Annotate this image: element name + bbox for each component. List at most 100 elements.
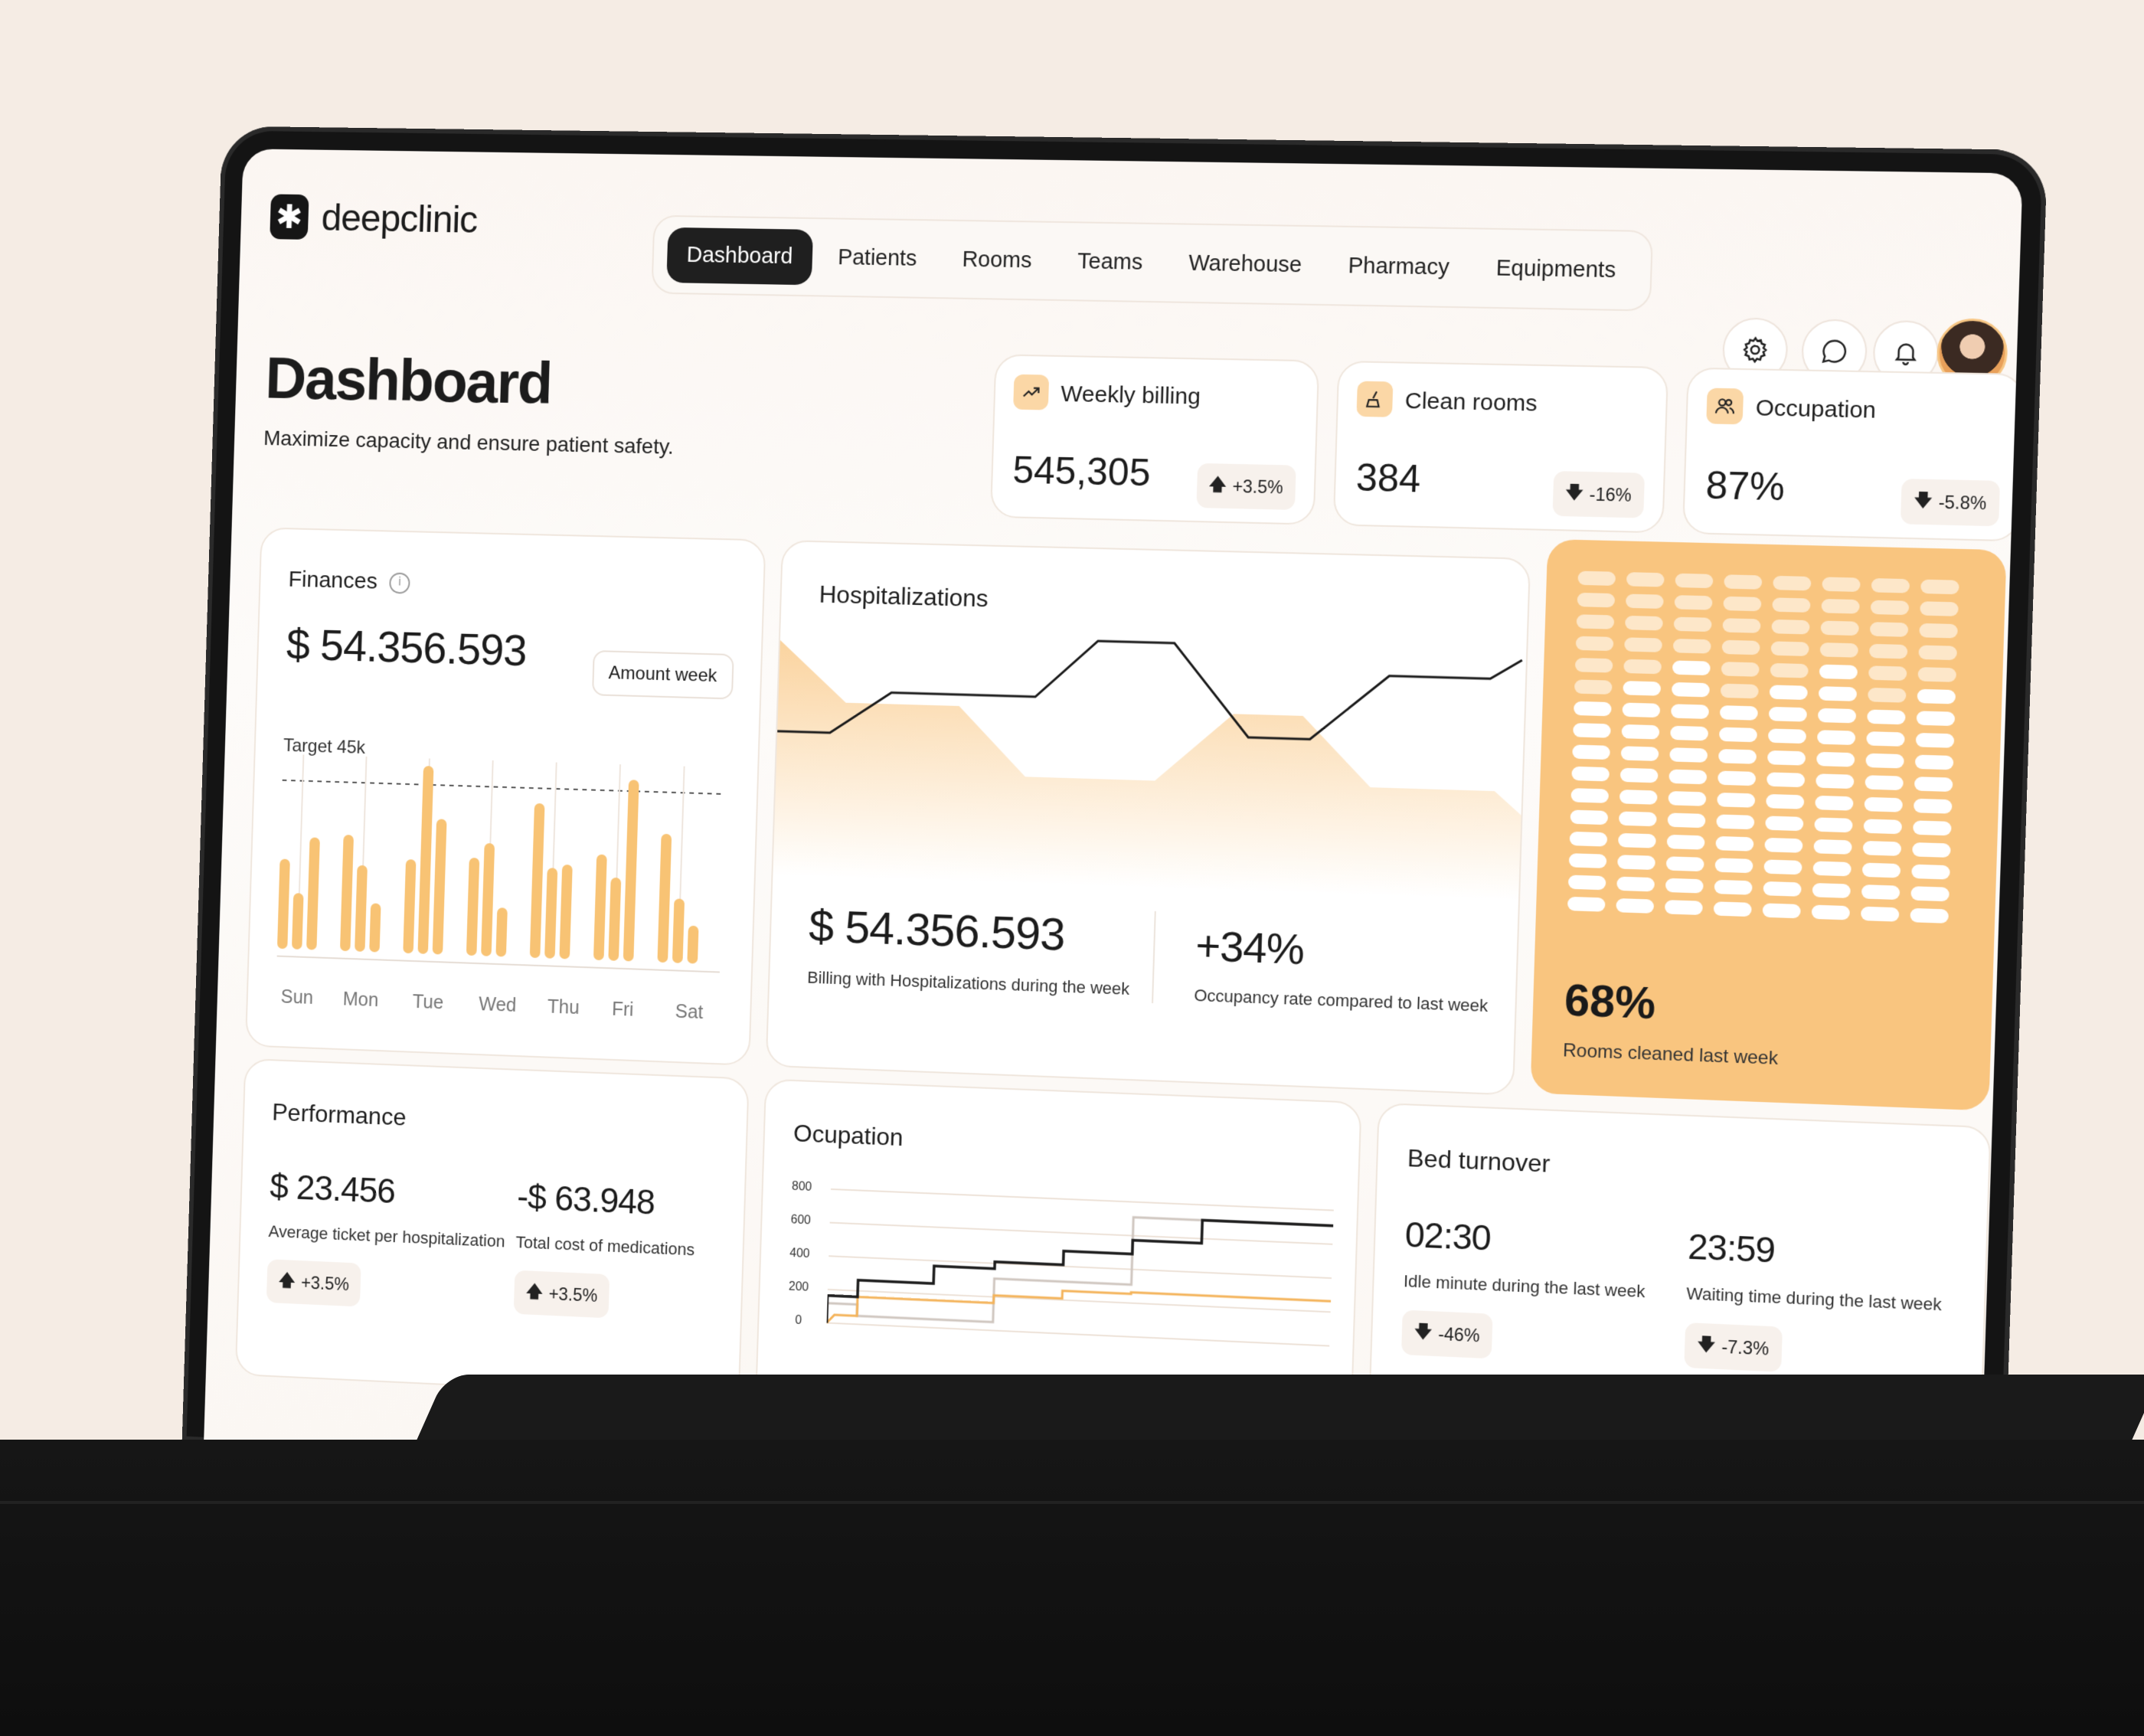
rooms-cleaned-percent: 68% — [1564, 974, 1656, 1029]
room-pill — [1814, 817, 1852, 832]
finance-bar — [340, 835, 354, 951]
room-pill — [1714, 880, 1753, 895]
room-pill — [1574, 701, 1612, 717]
room-pill — [1917, 711, 1956, 726]
broom-icon — [1356, 381, 1393, 417]
finance-bar — [355, 865, 368, 952]
hospitalizations-title: Hospitalizations — [819, 580, 989, 613]
clean-rooms-card[interactable]: Clean rooms 384 🡇 -16% — [1333, 361, 1668, 534]
occupancy-rate-caption: Occupancy rate compared to last week — [1194, 986, 1489, 1016]
room-pill — [1668, 791, 1706, 806]
room-pill — [1576, 636, 1614, 652]
finance-bar — [495, 907, 507, 956]
room-pill — [1667, 835, 1705, 850]
info-icon[interactable]: i — [389, 573, 410, 594]
room-pill — [1722, 618, 1760, 633]
room-pill — [1616, 898, 1654, 914]
room-pill — [1869, 644, 1907, 659]
y-tick-200: 200 — [789, 1280, 809, 1295]
room-pill — [1672, 682, 1710, 698]
laptop-base — [0, 1440, 2144, 1736]
room-pill — [1912, 842, 1951, 858]
tab-warehouse[interactable]: Warehouse — [1168, 235, 1322, 294]
finance-bar — [433, 819, 447, 954]
room-pill — [1915, 755, 1954, 770]
hospitalizations-amount: $ 54.356.593 — [808, 899, 1065, 960]
room-pill — [1717, 793, 1755, 808]
stat-value: 384 — [1355, 455, 1421, 501]
logo-text: deepclinic — [321, 195, 478, 241]
room-pill — [1570, 788, 1609, 803]
room-pill — [1669, 747, 1708, 763]
finances-title: Finances i — [288, 567, 410, 595]
finance-bar — [530, 803, 545, 958]
room-pill — [1619, 811, 1657, 826]
room-pill — [1770, 685, 1808, 700]
weekly-billing-card[interactable]: Weekly billing 545,305 🡅 +3.5% — [990, 354, 1319, 525]
finance-bar — [559, 865, 572, 960]
room-pill — [1910, 908, 1949, 924]
room-pill — [1569, 853, 1607, 868]
hospitalizations-amount-caption: Billing with Hospitalizations during the… — [807, 968, 1130, 999]
room-pill — [1675, 595, 1713, 610]
room-pill — [1861, 884, 1900, 900]
room-pill — [1861, 907, 1899, 922]
divider — [1152, 911, 1156, 1003]
room-pill — [1812, 905, 1850, 920]
room-pill — [1720, 705, 1758, 721]
waiting-time-value: 23:59 — [1687, 1225, 1775, 1271]
stat-title: Occupation — [1755, 395, 1876, 424]
room-pill — [1674, 617, 1712, 633]
room-pill — [1574, 679, 1613, 695]
room-pill — [1719, 727, 1757, 743]
tab-pharmacy[interactable]: Pharmacy — [1327, 237, 1470, 296]
room-pill — [1910, 886, 1950, 901]
users-icon — [1706, 388, 1744, 425]
room-pill — [1572, 744, 1610, 760]
idle-minute-value: 02:30 — [1404, 1214, 1492, 1259]
medication-cost-caption: Total cost of medications — [515, 1232, 695, 1260]
stat-value: 545,305 — [1012, 448, 1152, 495]
bell-icon — [1891, 338, 1921, 367]
room-pill — [1911, 865, 1950, 880]
room-pill — [1868, 665, 1907, 681]
app-logo[interactable]: ✱ deepclinic — [270, 194, 478, 242]
page-subtitle: Maximize capacity and ensure patient saf… — [263, 426, 675, 459]
arrow-up-icon: 🡅 — [525, 1278, 543, 1307]
occupation-card[interactable]: Occupation 87% 🡇 -5.8% — [1682, 368, 2023, 542]
amount-week-dropdown[interactable]: Amount week — [592, 650, 734, 699]
average-ticket-caption: Average ticket per hospitalization — [268, 1221, 505, 1251]
room-pill — [1815, 796, 1853, 811]
tab-equipments[interactable]: Equipments — [1475, 240, 1637, 299]
y-tick-800: 800 — [792, 1180, 812, 1195]
room-pill — [1618, 833, 1656, 848]
page-title: Dashboard — [264, 344, 552, 418]
finance-bar — [466, 858, 479, 956]
dashboard-screen: ✱ deepclinic Dashboard Patients Rooms Te… — [204, 149, 2023, 1530]
room-pill — [1820, 642, 1858, 658]
tab-teams[interactable]: Teams — [1057, 233, 1163, 290]
medication-cost-value: -$ 63.948 — [517, 1176, 655, 1223]
tab-patients[interactable]: Patients — [818, 230, 938, 287]
room-pill — [1812, 883, 1851, 898]
room-pill — [1721, 662, 1760, 677]
trend-up-icon — [1013, 374, 1049, 410]
rooms-grid — [1567, 571, 1973, 942]
day-label-tue: Tue — [412, 991, 443, 1014]
room-pill — [1723, 597, 1761, 612]
rooms-cleaned-card: 68% Rooms cleaned last week — [1530, 539, 2006, 1111]
room-pill — [1575, 658, 1613, 673]
room-pill — [1865, 797, 1903, 812]
x-axis — [277, 956, 720, 973]
room-pill — [1624, 637, 1662, 652]
y-tick-400: 400 — [789, 1247, 810, 1261]
tab-dashboard[interactable]: Dashboard — [666, 227, 813, 284]
room-pill — [1570, 809, 1609, 825]
tab-rooms[interactable]: Rooms — [942, 231, 1053, 289]
room-pill — [1821, 599, 1859, 614]
room-pill — [1763, 859, 1802, 875]
room-pill — [1765, 816, 1803, 831]
room-pill — [1817, 730, 1855, 745]
average-ticket-value: $ 23.456 — [270, 1166, 396, 1211]
finance-bar — [369, 903, 381, 952]
